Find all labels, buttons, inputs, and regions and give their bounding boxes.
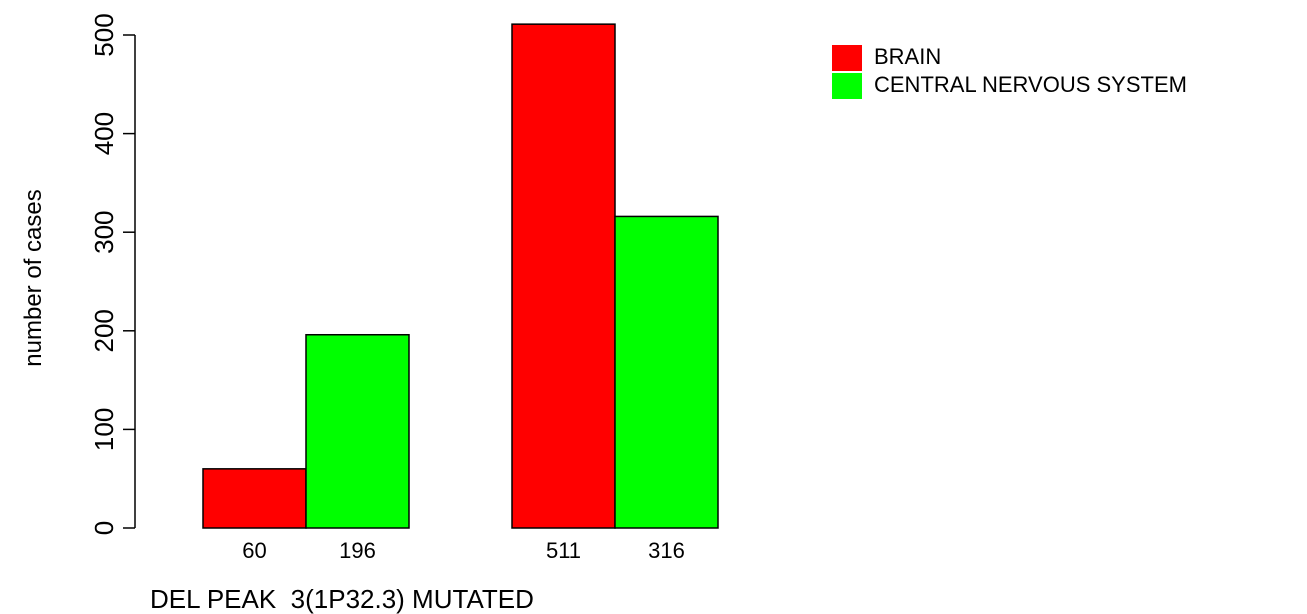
bar-brain-group-2: [511, 23, 616, 529]
y-tick-label: 400: [89, 112, 119, 155]
legend-swatch-brain: [832, 45, 862, 71]
y-axis-label: number of cases: [20, 189, 47, 366]
y-tick-label: 0: [89, 521, 119, 535]
bar-central-nervous-system-group-1: [305, 333, 410, 529]
bar-labels: 60 196 511 316: [242, 538, 685, 563]
legend-swatch-central-nervous-system: [832, 73, 862, 99]
y-tick-label: 500: [89, 13, 119, 56]
bars: [202, 23, 719, 529]
bar-brain-group-1: [202, 468, 307, 529]
bar-value-label: 511: [546, 538, 581, 563]
x-axis-label: DEL PEAK 3(1P32.3) MUTATED: [150, 584, 534, 614]
y-tick-label: 100: [89, 408, 119, 451]
y-axis: 0 100 200 300 400 500: [89, 13, 136, 535]
legend-label-central-nervous-system: CENTRAL NERVOUS SYSTEM: [874, 72, 1187, 97]
bar-value-label: 316: [648, 538, 685, 563]
bar-value-label: 60: [242, 538, 266, 563]
legend-label-brain: BRAIN: [874, 44, 942, 69]
bar-central-nervous-system-group-2: [614, 215, 719, 529]
y-tick-label: 300: [89, 211, 119, 254]
bar-value-label: 196: [339, 538, 376, 563]
y-tick-label: 200: [89, 309, 119, 352]
